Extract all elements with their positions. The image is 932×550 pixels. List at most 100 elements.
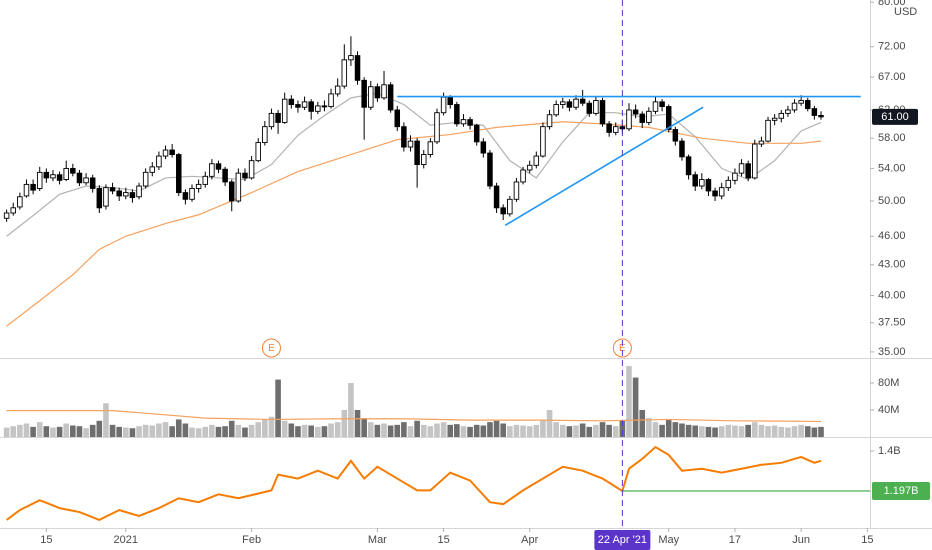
reference-label-box [872,481,930,500]
volume-bar [70,425,76,437]
candle-body [109,187,116,192]
volume-bar [334,422,341,437]
event-marker [612,338,632,358]
candle-body [440,96,447,114]
volume-bar [566,426,573,437]
candle-body [699,179,705,187]
candle-body [526,164,533,171]
candle-body [262,126,268,144]
volume-bar [255,422,262,437]
volume-bar [275,379,281,437]
volume-bar [599,422,606,437]
candle-body [599,100,606,125]
candle-body [533,155,540,166]
volume-bar [606,424,612,437]
volume-bar [288,423,295,437]
volume-bar [540,419,546,437]
volume-bar [407,426,414,437]
volume-bar [791,426,798,437]
volume-bar [818,426,824,437]
y-tick-label: 80M [878,377,899,389]
candle-body [235,172,242,202]
volume-bar [751,422,758,437]
volume-bar [242,427,248,437]
volume-bar [765,426,771,437]
y-tick-label: 72.00 [878,41,906,53]
y-tick-label: 58.00 [878,132,906,144]
volume-bar [626,366,632,437]
candle-body [43,171,50,179]
crosshair-label: 22 Apr '21 [598,534,647,546]
candle-body [738,163,745,174]
volume-bar [96,420,103,437]
volume-bar [348,382,354,437]
volume-bar [480,425,487,437]
volume-bar [76,426,83,437]
volume-bar [182,423,189,437]
reference-label: 1.197B [884,485,919,497]
volume-bar [699,426,705,437]
x-tick-label: May [658,534,679,546]
volume-bar [122,427,129,437]
event-label: E [268,343,275,354]
candle-body [785,109,791,114]
y-tick-label: 40M [878,404,899,416]
candle-body [685,156,692,176]
volume-bar [487,422,493,437]
candle-body [281,98,288,123]
volume-bar [195,428,202,437]
candle-body [215,163,222,170]
candle-body [30,183,36,191]
candle-body [275,112,281,123]
y-tick-label: 67.00 [878,71,906,83]
candle-body [546,114,553,128]
volume-bar [646,418,652,437]
candle-body [414,140,420,165]
x-tick-label: 17 [729,534,741,546]
volume-bar [619,420,626,437]
candle-body [156,155,162,168]
volume-bar [659,424,665,437]
candle-body [361,79,367,108]
candle-body [665,106,672,130]
volume-bar [209,424,215,437]
candle-body [129,192,136,199]
candle-body [771,117,778,121]
y-tick-label: 1.4B [878,445,901,457]
y-tick-label: 40.00 [878,289,906,301]
candle-body [507,198,513,215]
volume-bar [367,422,374,437]
candle-body [63,167,69,180]
volume-bar [222,426,228,437]
volume-bar [665,419,672,437]
last-price-label: 61.00 [881,111,909,123]
candle-body [96,188,103,209]
y-tick-label: 35.00 [878,346,906,358]
candle-body [328,93,334,108]
candle-body [613,126,619,133]
candle-body [586,102,593,114]
volume-bar [116,426,122,437]
candle-body [401,126,407,148]
volume-bar [533,424,540,437]
candle-body [434,112,440,143]
volume-bar [308,425,314,437]
volume-bar [526,426,533,437]
candle-body [672,129,679,142]
x-tick-label: Jun [792,534,810,546]
indicator-line [6,445,822,522]
volume-bar [3,427,10,437]
volume-bar [500,423,506,437]
volume-bar [758,424,765,437]
candle-body [460,119,467,125]
candle-body [712,190,718,197]
volume-bar [321,426,328,437]
volume-bar [639,409,646,437]
candle-body [83,177,89,184]
candle-body [798,100,804,104]
volume-bar [553,422,559,437]
volume-bar [162,422,169,437]
candle-body [791,102,798,111]
y-tick-label: 80.00 [878,0,906,8]
volume-bar [440,422,447,437]
